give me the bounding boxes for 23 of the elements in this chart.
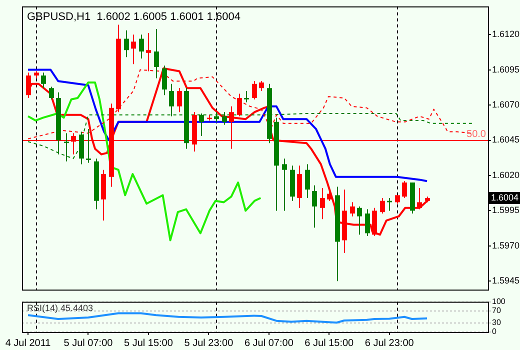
y-tick-label: 1.6020	[492, 170, 520, 180]
annotation: 1.6004	[491, 192, 519, 202]
x-tick-label: 6 Jul 23:00	[364, 338, 414, 349]
y-tick-label: 30	[492, 318, 502, 328]
x-tick-label: 6 Jul 15:00	[304, 338, 354, 349]
y-tick-label: 100	[492, 297, 506, 306]
y-tick-label: 1.5995	[492, 205, 520, 216]
y-tick-label: 0	[492, 327, 497, 336]
chart-title: GBPUSD,H1 1.6002 1.6005 1.6001 1.6004	[27, 10, 240, 23]
x-tick-label: 5 Jul 07:00	[64, 338, 114, 349]
y-tick-label: 1.6070	[492, 100, 520, 110]
y-tick-label: 1.6120	[492, 29, 520, 40]
y-tick-label: 70	[492, 306, 502, 316]
x-tick-label: 5 Jul 23:00	[184, 338, 234, 349]
x-tick-label: 5 Jul 15:00	[124, 338, 174, 349]
annotation: 50.0	[466, 129, 486, 140]
y-tick-label: 1.5970	[492, 240, 520, 250]
y-tick-label: 1.5945	[492, 276, 520, 286]
chart-title: RSI(14) 45.4403	[27, 302, 94, 313]
x-tick-label: 4 Jul 2011	[5, 338, 52, 349]
y-tick-label: 1.6045	[492, 134, 520, 145]
x-tick-label: 6 Jul 07:00	[244, 338, 294, 349]
y-tick-label: 1.6095	[492, 64, 520, 74]
